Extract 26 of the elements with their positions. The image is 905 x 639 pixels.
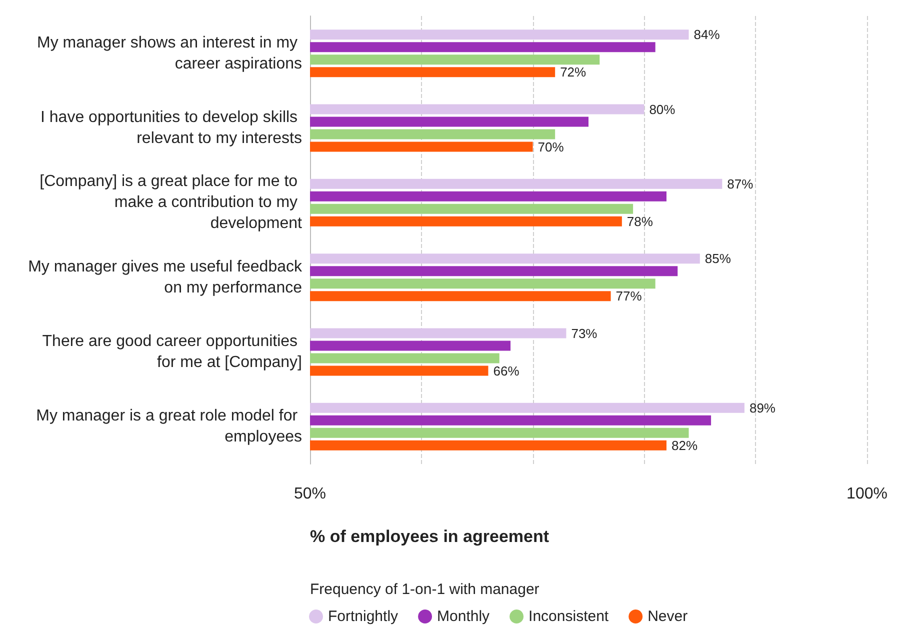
x-axis-title: % of employees in agreement: [310, 527, 550, 546]
y-tick-label: [Company] is a great place for me to make a contribution to my development: [40, 173, 303, 232]
data-label: 87%: [727, 176, 754, 192]
data-label: 66%: [493, 363, 520, 378]
legend-label: Fortnightly: [328, 608, 399, 625]
y-tick-label: I have opportunities to develop skills relevant to my interests: [40, 109, 302, 147]
data-label: 84%: [694, 27, 720, 42]
data-label: 70%: [538, 139, 564, 154]
data-label: 78%: [626, 214, 654, 229]
y-tick-label: My manager shows an interest in my career aspirations: [37, 34, 302, 72]
legend-title: Frequency of 1-on-1 with manager: [310, 581, 540, 598]
data-label: 77%: [616, 288, 642, 304]
y-tick-label: My manager gives me useful feedback on my performance: [28, 258, 303, 296]
legend-label: Inconsistent: [528, 608, 610, 625]
y-tick-label: There are good career opportunities for me at [Company]: [42, 333, 302, 371]
x-tick-label: 100%: [846, 486, 888, 502]
data-label: 73%: [571, 326, 598, 341]
data-label: 82%: [671, 438, 698, 453]
data-label: 72%: [560, 64, 587, 80]
data-label: 85%: [704, 251, 732, 266]
x-tick-label: 50%: [294, 486, 326, 502]
legend-label: Never: [648, 608, 688, 625]
data-label: 89%: [749, 400, 776, 416]
data-label: 80%: [649, 102, 676, 117]
y-tick-label: My manager is a great role model for employees: [36, 408, 302, 446]
legend-label: Monthly: [437, 608, 490, 625]
